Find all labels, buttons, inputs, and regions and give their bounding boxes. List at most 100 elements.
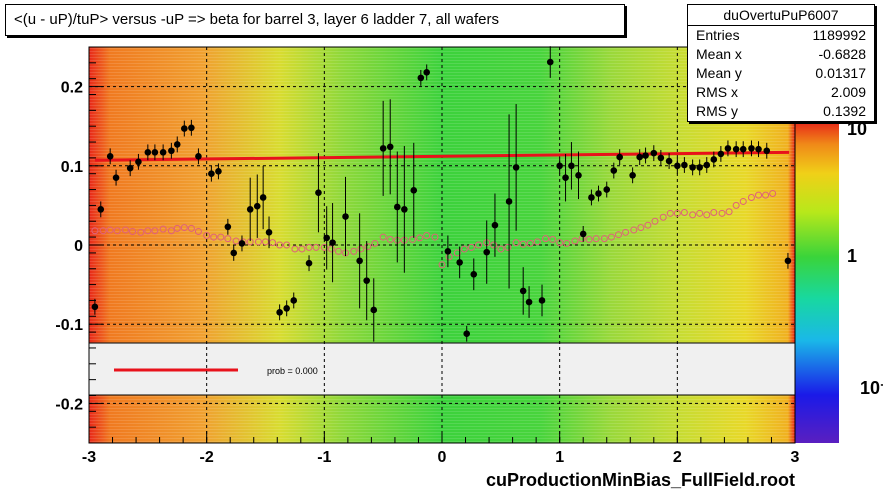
rms-point	[622, 228, 630, 236]
rms-point	[217, 233, 225, 241]
rms-point	[269, 239, 277, 247]
rms-point	[490, 241, 498, 249]
rms-point	[364, 243, 372, 251]
profile-point	[401, 206, 408, 213]
rms-point	[379, 233, 387, 241]
profile-point	[784, 257, 792, 265]
rms-point	[592, 235, 600, 243]
stats-row-mean-y: Mean y 0.01317	[688, 64, 874, 83]
y-tick-label: -0.1	[55, 317, 83, 334]
profile-point	[470, 271, 478, 278]
rms-point	[106, 226, 114, 234]
profile-point	[689, 164, 696, 171]
stats-value: 1189992	[812, 27, 866, 43]
rms-point	[607, 233, 615, 241]
rms-point	[350, 247, 358, 255]
rms-point	[203, 231, 211, 239]
profile-point	[265, 229, 273, 236]
rms-point	[431, 233, 439, 241]
profile-point	[703, 161, 711, 169]
rms-point	[526, 239, 534, 247]
rms-point	[467, 243, 475, 251]
profile-point	[657, 154, 665, 162]
profile-point	[417, 74, 425, 82]
profile-point	[588, 194, 595, 201]
rms-point	[718, 209, 726, 217]
rms-point	[167, 227, 175, 235]
profile-point	[159, 149, 167, 156]
stats-label: Mean y	[696, 65, 742, 81]
profile-point	[665, 157, 673, 165]
profile-point	[126, 164, 134, 172]
profile-point	[329, 239, 336, 246]
rms-point	[409, 235, 417, 243]
profile-point	[144, 149, 152, 156]
rms-point	[556, 239, 564, 247]
profile-point	[717, 150, 725, 158]
stats-row-rms-y: RMS y 0.1392	[688, 102, 874, 121]
rms-point	[357, 245, 365, 253]
rms-point	[144, 227, 152, 235]
rms-point	[283, 241, 291, 249]
profile-point	[483, 248, 491, 256]
fit-line-segment	[94, 150, 790, 162]
profile-point	[290, 297, 298, 304]
rms-point	[91, 227, 99, 235]
y-tick-label: 0	[74, 238, 83, 255]
rms-point	[159, 225, 167, 233]
rms-point	[371, 239, 379, 247]
stats-value: 0.01317	[815, 65, 866, 81]
profile-point	[215, 168, 222, 175]
rms-point	[254, 238, 262, 246]
profile-point	[763, 147, 771, 155]
profile-point	[525, 298, 533, 306]
profile-point	[568, 162, 575, 170]
stats-label: Entries	[696, 27, 740, 43]
profile-point	[512, 164, 520, 171]
profile-point	[579, 230, 587, 238]
rms-point	[210, 233, 218, 241]
rms-point	[262, 238, 269, 246]
rms-point	[673, 209, 681, 217]
rms-point	[232, 237, 240, 245]
profile-point	[724, 145, 732, 152]
y-tick-label: -0.2	[55, 396, 83, 413]
rms-point	[549, 235, 557, 243]
profile-point	[423, 69, 431, 76]
rms-point	[474, 241, 482, 249]
stats-label: Mean x	[696, 46, 742, 62]
x-tick-label: -1	[317, 449, 331, 466]
profile-point	[246, 206, 254, 213]
profile-point	[97, 206, 105, 213]
stats-label: RMS y	[696, 103, 738, 119]
fit-line	[94, 150, 790, 162]
x-tick-label: 0	[438, 449, 447, 466]
profile-point	[546, 58, 554, 66]
stats-box: duOvertuPuP6007 Entries 1189992 Mean x -…	[687, 4, 875, 122]
rms-point	[769, 190, 777, 198]
profile-point	[386, 143, 394, 151]
rms-point	[644, 221, 652, 229]
profile-point	[224, 223, 232, 231]
rms-point	[762, 191, 770, 199]
rms-point	[680, 209, 688, 217]
rms-point	[585, 235, 593, 243]
rms-point	[276, 241, 284, 249]
profile-point	[674, 162, 681, 170]
profile-point	[505, 198, 513, 205]
profile-point	[342, 213, 349, 220]
profile-point	[363, 277, 370, 284]
rms-point	[696, 209, 704, 217]
profile-point	[710, 156, 718, 163]
rms-point	[542, 235, 550, 243]
profile-point	[636, 153, 643, 161]
profile-point	[315, 189, 322, 197]
rms-point	[194, 228, 202, 236]
x-tick-label: 1	[555, 449, 564, 466]
rms-point	[438, 261, 446, 269]
profile-point	[538, 297, 546, 304]
rms-point	[386, 235, 394, 243]
profile-point	[356, 257, 363, 265]
stats-label: RMS x	[696, 84, 738, 100]
